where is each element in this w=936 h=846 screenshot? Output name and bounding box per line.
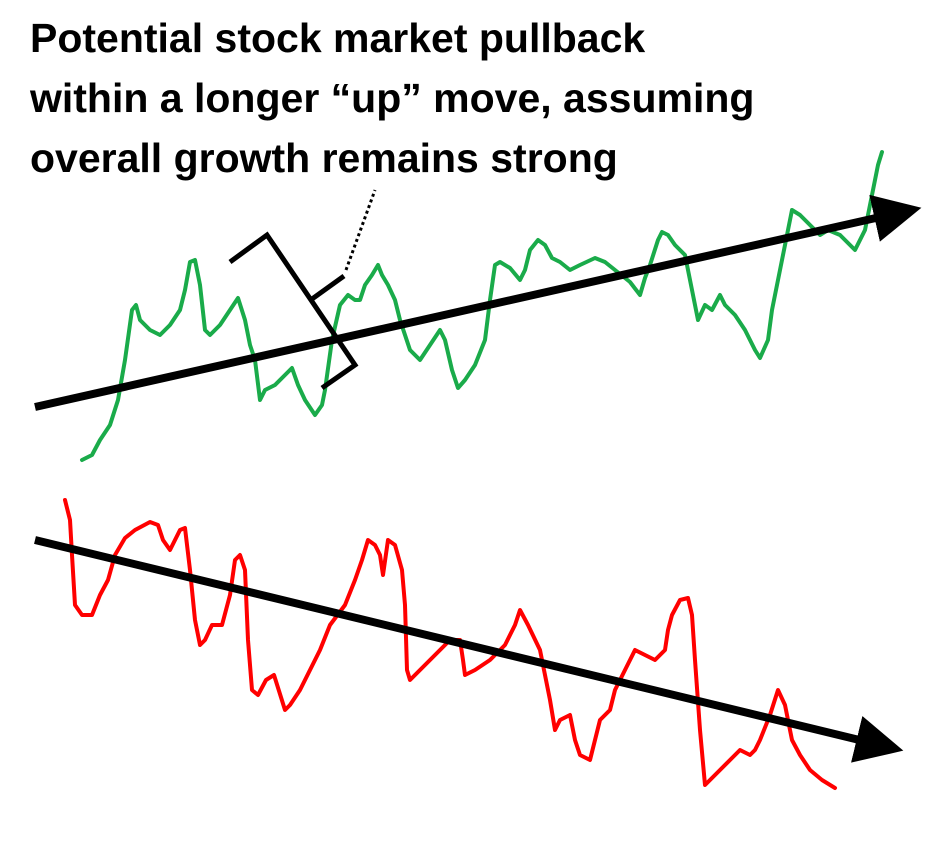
uptrend-arrow <box>34 194 922 411</box>
bracket-stub <box>310 273 346 302</box>
uptrend-price-line <box>80 150 884 462</box>
diagram-title: Potential stock market pullback within a… <box>30 8 754 188</box>
title-line-2: within a longer “up” move, assuming <box>30 75 755 121</box>
title-line-1: Potential stock market pullback <box>30 15 646 61</box>
downtrend-arrow <box>34 536 904 763</box>
downtrend-price-line <box>63 498 837 790</box>
dotted-leader-line <box>344 189 377 271</box>
pullback-bracket <box>228 231 359 391</box>
title-line-3: overall growth remains strong <box>30 135 618 181</box>
